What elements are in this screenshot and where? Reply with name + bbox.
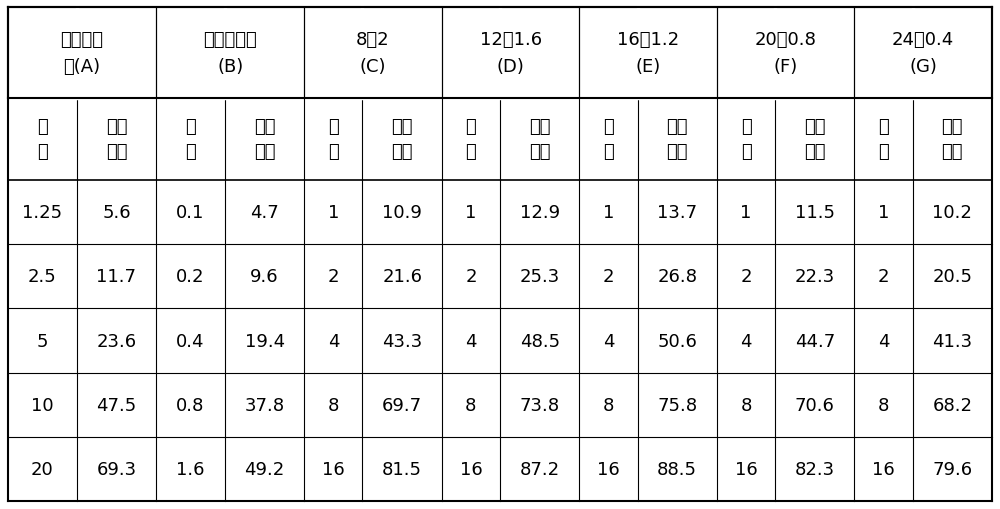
Text: 4: 4 bbox=[603, 332, 614, 350]
Text: 8：2
(C): 8：2 (C) bbox=[356, 31, 390, 75]
Text: 1: 1 bbox=[328, 204, 339, 221]
Text: 41.3: 41.3 bbox=[932, 332, 972, 350]
Text: 43.3: 43.3 bbox=[382, 332, 422, 350]
Text: 12：1.6
(D): 12：1.6 (D) bbox=[480, 31, 542, 75]
Text: 16: 16 bbox=[460, 460, 482, 478]
Text: 浓
度: 浓 度 bbox=[741, 118, 751, 161]
Text: 0.1: 0.1 bbox=[176, 204, 205, 221]
Text: 81.5: 81.5 bbox=[382, 460, 422, 478]
Text: 37.8: 37.8 bbox=[245, 396, 285, 414]
Text: 10.2: 10.2 bbox=[932, 204, 972, 221]
Text: 12.9: 12.9 bbox=[520, 204, 560, 221]
Text: 8: 8 bbox=[465, 396, 477, 414]
Text: 50.6: 50.6 bbox=[657, 332, 697, 350]
Text: 0.2: 0.2 bbox=[176, 268, 205, 286]
Text: 9.6: 9.6 bbox=[250, 268, 279, 286]
Text: 20：0.8
(F): 20：0.8 (F) bbox=[755, 31, 817, 75]
Text: 浓
度: 浓 度 bbox=[878, 118, 889, 161]
Text: 防治
效果: 防治 效果 bbox=[666, 118, 688, 161]
Text: 11.7: 11.7 bbox=[96, 268, 136, 286]
Text: 1: 1 bbox=[740, 204, 752, 221]
Text: 1: 1 bbox=[603, 204, 614, 221]
Text: 16：1.2
(E): 16：1.2 (E) bbox=[617, 31, 679, 75]
Text: 防治
效果: 防治 效果 bbox=[106, 118, 127, 161]
Text: 5: 5 bbox=[37, 332, 48, 350]
Text: 68.2: 68.2 bbox=[932, 396, 972, 414]
Text: 2: 2 bbox=[328, 268, 339, 286]
Text: 73.8: 73.8 bbox=[520, 396, 560, 414]
Text: 2: 2 bbox=[740, 268, 752, 286]
Text: 4: 4 bbox=[878, 332, 889, 350]
Text: 8: 8 bbox=[878, 396, 889, 414]
Text: 0.4: 0.4 bbox=[176, 332, 205, 350]
Text: 22.3: 22.3 bbox=[795, 268, 835, 286]
Text: 10.9: 10.9 bbox=[382, 204, 422, 221]
Text: 2: 2 bbox=[878, 268, 889, 286]
Text: 1: 1 bbox=[465, 204, 477, 221]
Text: 16: 16 bbox=[322, 460, 345, 478]
Text: 20: 20 bbox=[31, 460, 54, 478]
Text: 10: 10 bbox=[31, 396, 54, 414]
Text: 4.7: 4.7 bbox=[250, 204, 279, 221]
Text: 87.2: 87.2 bbox=[520, 460, 560, 478]
Text: 20.5: 20.5 bbox=[932, 268, 972, 286]
Text: 16: 16 bbox=[872, 460, 895, 478]
Text: 防治
效果: 防治 效果 bbox=[391, 118, 413, 161]
Text: 4: 4 bbox=[740, 332, 752, 350]
Text: 48.5: 48.5 bbox=[520, 332, 560, 350]
Text: 25.3: 25.3 bbox=[520, 268, 560, 286]
Text: 8: 8 bbox=[740, 396, 752, 414]
Text: 79.6: 79.6 bbox=[932, 460, 972, 478]
Text: 69.7: 69.7 bbox=[382, 396, 422, 414]
Text: 2: 2 bbox=[603, 268, 614, 286]
Text: 1: 1 bbox=[878, 204, 889, 221]
Text: 19.4: 19.4 bbox=[245, 332, 285, 350]
Text: 防治
效果: 防治 效果 bbox=[529, 118, 550, 161]
Text: 49.2: 49.2 bbox=[244, 460, 285, 478]
Text: 13.7: 13.7 bbox=[657, 204, 697, 221]
Text: 浓
度: 浓 度 bbox=[466, 118, 476, 161]
Text: 4: 4 bbox=[328, 332, 339, 350]
Text: 8: 8 bbox=[328, 396, 339, 414]
Text: 防治
效果: 防治 效果 bbox=[254, 118, 275, 161]
Text: 防治
效果: 防治 效果 bbox=[804, 118, 826, 161]
Text: 8: 8 bbox=[603, 396, 614, 414]
Text: 70.6: 70.6 bbox=[795, 396, 835, 414]
Text: 82.3: 82.3 bbox=[795, 460, 835, 478]
Text: 47.5: 47.5 bbox=[96, 396, 137, 414]
Text: 16: 16 bbox=[597, 460, 620, 478]
Text: 44.7: 44.7 bbox=[795, 332, 835, 350]
Text: 浓
度: 浓 度 bbox=[603, 118, 614, 161]
Text: 5.6: 5.6 bbox=[102, 204, 131, 221]
Text: 23.6: 23.6 bbox=[96, 332, 137, 350]
Text: 1.25: 1.25 bbox=[22, 204, 62, 221]
Text: 16: 16 bbox=[735, 460, 757, 478]
Text: 浓
度: 浓 度 bbox=[185, 118, 196, 161]
Text: 氟磺胺草
醚(A): 氟磺胺草 醚(A) bbox=[61, 31, 104, 75]
Text: 24：0.4
(G): 24：0.4 (G) bbox=[892, 31, 954, 75]
Text: 2: 2 bbox=[465, 268, 477, 286]
Text: 1.6: 1.6 bbox=[176, 460, 205, 478]
Text: 氯酯磺草胺
(B): 氯酯磺草胺 (B) bbox=[203, 31, 257, 75]
Text: 防治
效果: 防治 效果 bbox=[942, 118, 963, 161]
Text: 浓
度: 浓 度 bbox=[328, 118, 339, 161]
Text: 26.8: 26.8 bbox=[657, 268, 697, 286]
Text: 2.5: 2.5 bbox=[28, 268, 57, 286]
Text: 21.6: 21.6 bbox=[382, 268, 422, 286]
Text: 69.3: 69.3 bbox=[96, 460, 137, 478]
Text: 88.5: 88.5 bbox=[657, 460, 697, 478]
Text: 4: 4 bbox=[465, 332, 477, 350]
Text: 0.8: 0.8 bbox=[176, 396, 205, 414]
Text: 75.8: 75.8 bbox=[657, 396, 697, 414]
Text: 浓
度: 浓 度 bbox=[37, 118, 48, 161]
Text: 11.5: 11.5 bbox=[795, 204, 835, 221]
